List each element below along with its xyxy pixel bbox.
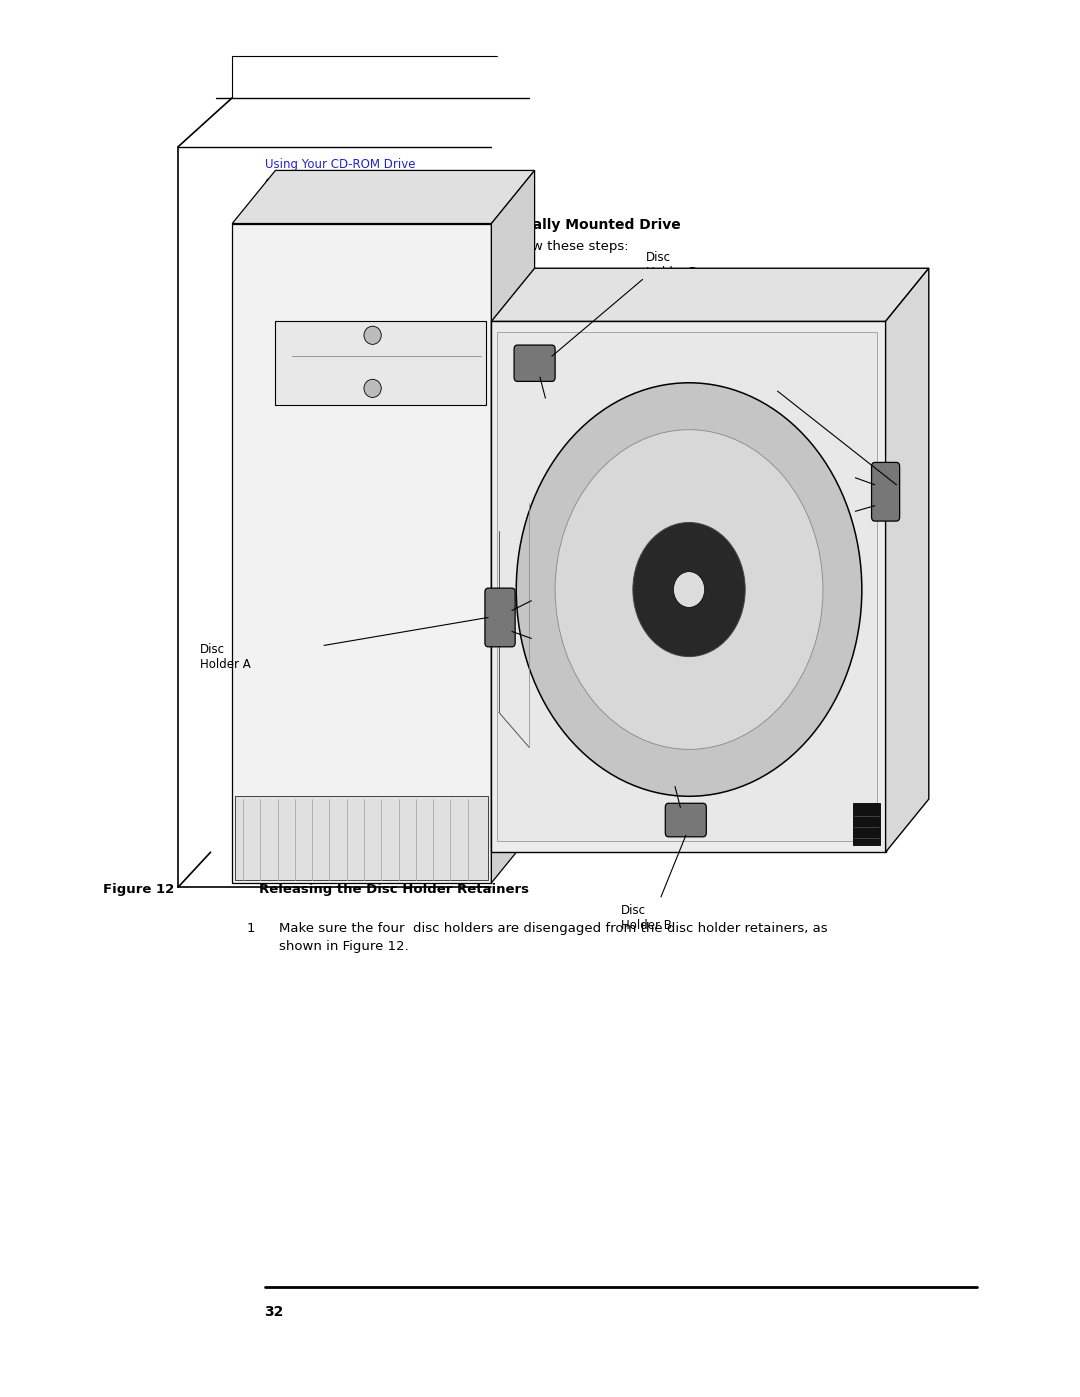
Polygon shape bbox=[886, 268, 929, 852]
Text: Figure 12: Figure 12 bbox=[103, 883, 174, 895]
Text: Using Your CD-ROM Drive: Using Your CD-ROM Drive bbox=[265, 158, 415, 170]
Text: Disc
Holder C: Disc Holder C bbox=[781, 363, 832, 391]
Polygon shape bbox=[491, 170, 535, 883]
Polygon shape bbox=[491, 321, 886, 852]
Text: Releasing the Disc Holder Retainers: Releasing the Disc Holder Retainers bbox=[259, 883, 529, 895]
Ellipse shape bbox=[364, 327, 381, 345]
Bar bbox=[853, 803, 880, 845]
Text: Disc
Holder D: Disc Holder D bbox=[646, 251, 698, 279]
Polygon shape bbox=[497, 332, 877, 841]
Polygon shape bbox=[235, 796, 488, 880]
Ellipse shape bbox=[633, 522, 745, 657]
Text: To load a disc in the CD-ROM drive, follow these steps:: To load a disc in the CD-ROM drive, foll… bbox=[265, 240, 629, 253]
Ellipse shape bbox=[516, 383, 862, 796]
Text: Loading a CD-ROM Disc in a Vertically Mounted Drive: Loading a CD-ROM Disc in a Vertically Mo… bbox=[265, 218, 680, 232]
FancyBboxPatch shape bbox=[872, 462, 900, 521]
Text: Disc
Holder B: Disc Holder B bbox=[621, 904, 672, 932]
Text: Operating the CD-ROM Drive: Operating the CD-ROM Drive bbox=[265, 177, 456, 190]
Text: 32: 32 bbox=[265, 1305, 284, 1319]
Ellipse shape bbox=[555, 430, 823, 749]
Polygon shape bbox=[232, 170, 535, 224]
Polygon shape bbox=[232, 224, 491, 883]
FancyBboxPatch shape bbox=[514, 345, 555, 381]
Polygon shape bbox=[491, 268, 929, 321]
Polygon shape bbox=[275, 321, 486, 405]
Text: 1: 1 bbox=[246, 922, 255, 935]
Text: Make sure the four  disc holders are disengaged from the disc holder retainers, : Make sure the four disc holders are dise… bbox=[279, 922, 827, 953]
Text: Disc
Holder A: Disc Holder A bbox=[200, 643, 251, 671]
FancyBboxPatch shape bbox=[665, 803, 706, 837]
FancyBboxPatch shape bbox=[485, 588, 515, 647]
Ellipse shape bbox=[674, 571, 704, 608]
Ellipse shape bbox=[364, 379, 381, 398]
